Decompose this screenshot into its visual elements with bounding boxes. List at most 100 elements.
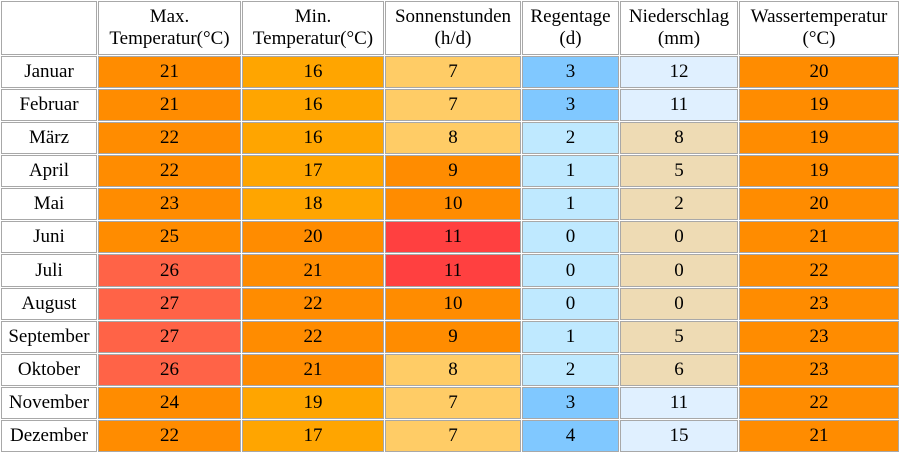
month-row: März 22 16 8 2 8 19	[1, 122, 899, 155]
month-cell: August	[1, 287, 97, 320]
value-cell: 7	[385, 89, 521, 122]
value-cell: 21	[739, 419, 899, 452]
value-cell: 9	[385, 320, 521, 353]
value-cell: 0	[522, 254, 619, 287]
month-row: August 27 22 10 0 0 23	[1, 287, 899, 320]
value-cell: 19	[242, 386, 384, 419]
value-cell: 17	[242, 419, 384, 452]
value-cell: 3	[522, 56, 619, 89]
value-cell: 25	[98, 221, 241, 254]
month-cell: Juni	[1, 221, 97, 254]
header-line: Temperatur(°C)	[109, 28, 230, 49]
month-cell: September	[1, 320, 97, 353]
header-line: Min.	[294, 6, 332, 27]
month-cell: März	[1, 122, 97, 155]
value-cell: 22	[98, 122, 241, 155]
value-cell: 19	[739, 122, 899, 155]
value-cell: 26	[98, 254, 241, 287]
header-line: Wassertemperatur	[750, 6, 888, 27]
value-cell: 21	[98, 89, 241, 122]
month-row: Oktober 26 21 8 2 6 23	[1, 353, 899, 386]
value-cell: 0	[522, 221, 619, 254]
value-cell: 16	[242, 89, 384, 122]
value-cell: 2	[522, 122, 619, 155]
value-cell: 0	[620, 221, 738, 254]
value-cell: 9	[385, 155, 521, 188]
value-cell: 0	[522, 287, 619, 320]
value-cell: 23	[739, 353, 899, 386]
corner-cell	[1, 1, 97, 55]
header-row: Max. Temperatur(°C) Min. Temperatur(°C) Sonn…	[1, 1, 899, 55]
month-row: Januar 21 16 7 3 12 20	[1, 56, 899, 89]
value-cell: 12	[620, 56, 738, 89]
value-cell: 22	[98, 419, 241, 452]
value-cell: 8	[385, 353, 521, 386]
value-cell: 7	[385, 419, 521, 452]
value-cell: 8	[385, 122, 521, 155]
month-cell: Januar	[1, 56, 97, 89]
value-cell: 19	[739, 89, 899, 122]
value-cell: 1	[522, 320, 619, 353]
value-cell: 20	[739, 188, 899, 221]
value-cell: 8	[620, 122, 738, 155]
value-cell: 5	[620, 155, 738, 188]
value-cell: 10	[385, 188, 521, 221]
value-cell: 21	[242, 254, 384, 287]
header-line: Temperatur(°C)	[252, 28, 374, 49]
header-line: Niederschlag	[628, 6, 730, 27]
month-row: Februar 21 16 7 3 11 19	[1, 89, 899, 122]
value-cell: 19	[739, 155, 899, 188]
value-cell: 7	[385, 386, 521, 419]
value-cell: 11	[620, 386, 738, 419]
month-cell: Mai	[1, 188, 97, 221]
value-cell: 17	[242, 155, 384, 188]
month-cell: April	[1, 155, 97, 188]
table-body: Januar 21 16 7 3 12 20 Februar 21 16 7 3 11 19 März 22 1…	[1, 56, 899, 452]
header-line: (h/d)	[434, 28, 472, 49]
month-cell: Juli	[1, 254, 97, 287]
value-cell: 21	[242, 353, 384, 386]
header-line: Sonnenstunden	[394, 6, 512, 27]
value-cell: 23	[98, 188, 241, 221]
month-cell: Oktober	[1, 353, 97, 386]
value-cell: 3	[522, 89, 619, 122]
header-cell: Max. Temperatur(°C)	[98, 1, 241, 55]
value-cell: 0	[620, 254, 738, 287]
header-line: Regentage	[530, 6, 611, 27]
value-cell: 16	[242, 122, 384, 155]
month-cell: Dezember	[1, 419, 97, 452]
value-cell: 11	[620, 89, 738, 122]
month-row: November 24 19 7 3 11 22	[1, 386, 899, 419]
value-cell: 23	[739, 287, 899, 320]
value-cell: 15	[620, 419, 738, 452]
value-cell: 0	[620, 287, 738, 320]
value-cell: 1	[522, 188, 619, 221]
value-cell: 7	[385, 56, 521, 89]
value-cell: 10	[385, 287, 521, 320]
value-cell: 2	[522, 353, 619, 386]
header-cell: Regentage (d)	[522, 1, 619, 55]
value-cell: 24	[98, 386, 241, 419]
header-line: Max.	[149, 6, 190, 27]
header-line: (mm)	[657, 28, 701, 49]
value-cell: 6	[620, 353, 738, 386]
value-cell: 23	[739, 320, 899, 353]
month-row: Juli 26 21 11 0 0 22	[1, 254, 899, 287]
value-cell: 27	[98, 287, 241, 320]
month-row: April 22 17 9 1 5 19	[1, 155, 899, 188]
header-cell: Niederschlag (mm)	[620, 1, 738, 55]
value-cell: 22	[242, 320, 384, 353]
value-cell: 4	[522, 419, 619, 452]
value-cell: 26	[98, 353, 241, 386]
value-cell: 18	[242, 188, 384, 221]
value-cell: 22	[98, 155, 241, 188]
month-row: Dezember 22 17 7 4 15 21	[1, 419, 899, 452]
value-cell: 11	[385, 221, 521, 254]
value-cell: 21	[739, 221, 899, 254]
header-cell: Min. Temperatur(°C)	[242, 1, 384, 55]
month-cell: Februar	[1, 89, 97, 122]
value-cell: 21	[98, 56, 241, 89]
value-cell: 22	[739, 254, 899, 287]
value-cell: 11	[385, 254, 521, 287]
